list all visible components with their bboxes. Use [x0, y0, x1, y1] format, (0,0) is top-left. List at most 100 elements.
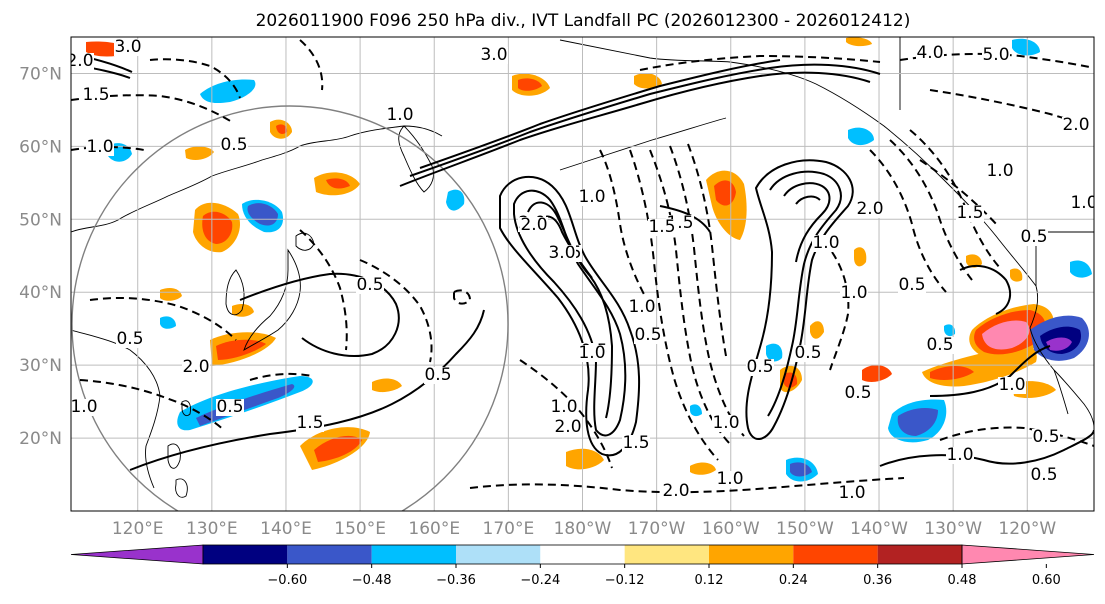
contour-label: 1.5 — [956, 203, 983, 223]
div-blob — [202, 211, 233, 244]
negative-contours — [71, 39, 1094, 494]
div-blob — [690, 462, 716, 475]
contour-label-bg — [114, 39, 142, 56]
contour-label: 1.0 — [840, 283, 867, 303]
contour-label-bg — [296, 415, 324, 432]
lon-label: 140°E — [260, 519, 312, 539]
div-blob — [810, 321, 824, 339]
contour-line — [795, 195, 821, 205]
contour-label: 0.5 — [634, 325, 661, 345]
contour-label: 2.0 — [66, 51, 93, 71]
contour-label: 1.0 — [550, 397, 577, 417]
contour-label-bg — [982, 47, 1010, 64]
div-blob — [518, 78, 542, 91]
div-blob — [326, 178, 350, 189]
contour-label-bg — [794, 345, 822, 362]
contour-label: 2.0 — [1062, 115, 1089, 135]
contour-label: 1.5 — [296, 413, 323, 433]
contour-line — [409, 63, 881, 177]
contour-label-bg — [480, 47, 508, 64]
contour-label-bg — [71, 399, 98, 416]
contour-line — [909, 129, 1001, 269]
div-blob — [982, 320, 1030, 350]
colorbar-swatch — [540, 545, 625, 564]
contour-label-bg — [648, 219, 676, 236]
colorbar-swatch — [287, 545, 372, 564]
contour-label-bg — [554, 419, 582, 436]
contour-label-bg — [926, 337, 954, 354]
contour-label: 3.0 — [548, 243, 575, 263]
contour-label: 4.0 — [916, 43, 943, 63]
lat-label: 70°N — [19, 64, 62, 84]
div-blob — [1012, 38, 1040, 56]
div-blob — [1010, 268, 1023, 282]
contour-label-bg — [548, 245, 576, 262]
contour-label-bg — [424, 367, 452, 384]
contour-label-bg — [520, 217, 548, 234]
contour-label: 3.0 — [114, 37, 141, 57]
colorbar-swatch — [70, 544, 204, 565]
contour-label: 1.0 — [1070, 193, 1097, 213]
colorbar-swatch — [203, 545, 288, 564]
contour-label-bg — [622, 435, 650, 452]
latitude-labels: 70°N 60°N 50°N 40°N 30°N 20°N — [19, 64, 62, 449]
contour-line — [469, 477, 905, 494]
contour-line — [499, 176, 641, 457]
colorbar-tick-label: −0.24 — [520, 573, 560, 588]
contour-label: 0.5 — [216, 397, 243, 417]
contour-label-bg — [386, 107, 414, 124]
contour-line — [687, 143, 727, 357]
longitude-labels: 120°E 130°E 140°E 150°E 160°E 170°E 180°W 170°W… — [112, 519, 1056, 539]
colorbar-tick-label: −0.48 — [352, 573, 392, 588]
contour-label-bg — [956, 205, 984, 222]
div-blob — [930, 366, 974, 380]
contour-label: 2.0 — [554, 417, 581, 437]
contour-line — [71, 146, 145, 151]
contour-line — [829, 251, 850, 371]
div-blob — [185, 146, 214, 160]
taiwan-coastline — [181, 400, 191, 417]
contour-label-bg — [634, 327, 662, 344]
contour-label: 2.0 — [520, 215, 547, 235]
lat-label: 40°N — [19, 283, 62, 303]
contour-label-bg — [812, 235, 840, 252]
contour-line — [929, 345, 1051, 397]
colorbar-swatch — [624, 545, 709, 564]
colorbar-outline — [202, 544, 963, 565]
korea-coastline — [225, 269, 245, 316]
contour-label-bg — [916, 45, 944, 62]
contour-label-bg — [86, 139, 114, 156]
contour-label: 1.5 — [622, 433, 649, 453]
colorbar-swatch — [371, 545, 456, 564]
contour-label-bg — [628, 299, 656, 316]
contour-line — [649, 149, 733, 447]
contour-label-bg — [856, 201, 884, 218]
contour-line — [299, 39, 324, 91]
colorbar-tick-label: 0.36 — [863, 573, 892, 588]
contour-line — [669, 145, 745, 437]
contour-line — [129, 309, 485, 471]
colorbar: −0.60 −0.48 −0.36 −0.24 −0.12 0.12 0.24 0.36 0.4… — [70, 544, 1095, 588]
contour-label-bg — [1062, 117, 1090, 134]
colorbar-swatch — [961, 544, 1095, 565]
colorbar-tick-label: −0.36 — [436, 573, 476, 588]
contour-label: 1.0 — [716, 469, 743, 489]
div-blob — [1046, 337, 1072, 351]
contour-label: 0.5 — [898, 275, 925, 295]
contour-label: 0.5 — [424, 365, 451, 385]
contour-label-bg — [898, 277, 926, 294]
contour-line — [71, 94, 233, 123]
div-blob — [1070, 260, 1092, 278]
lat-label: 30°N — [19, 356, 62, 376]
contour-label-bg — [82, 87, 110, 104]
contour-line — [453, 289, 472, 305]
div-blob — [944, 324, 956, 337]
contour-label: 1.0 — [386, 105, 413, 125]
contour-line — [869, 149, 947, 293]
contour-label-bg — [662, 483, 690, 500]
contour-label: 5.0 — [982, 45, 1009, 65]
contour-label-bg — [71, 53, 94, 70]
contour-label-bg — [216, 399, 244, 416]
colorbar-swatch — [877, 545, 962, 564]
divergence-shading — [86, 37, 1092, 482]
